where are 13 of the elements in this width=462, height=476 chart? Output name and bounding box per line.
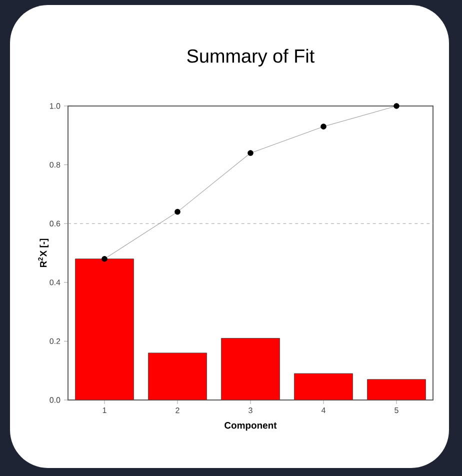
point	[174, 208, 180, 215]
bar	[221, 338, 280, 400]
x-axis-title: Component	[224, 422, 277, 431]
point	[248, 150, 254, 156]
bar	[367, 379, 426, 400]
bar	[75, 258, 134, 400]
bar	[294, 373, 353, 400]
point	[320, 124, 326, 130]
bar	[148, 352, 207, 400]
point	[394, 103, 400, 109]
point	[102, 256, 108, 262]
chart-title: Summary of Fit	[187, 48, 314, 66]
y-axis-title: R$^{2}$X [-]	[38, 238, 49, 268]
